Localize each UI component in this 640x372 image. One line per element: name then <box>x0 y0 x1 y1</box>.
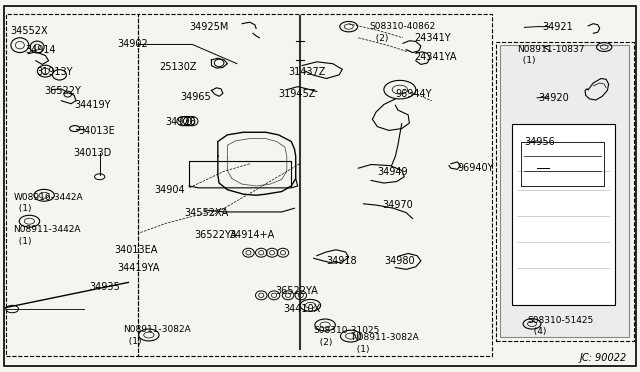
Text: 36522YA: 36522YA <box>194 230 237 240</box>
Bar <box>6 14 138 356</box>
Text: 24341Y: 24341Y <box>415 33 451 44</box>
Text: S08310-40862: S08310-40862 <box>370 22 436 31</box>
Text: 24341YA: 24341YA <box>415 52 457 62</box>
Text: 34419YA: 34419YA <box>118 263 160 273</box>
Text: (2): (2) <box>314 338 332 347</box>
Text: (2): (2) <box>370 34 388 43</box>
Text: JC: 90022: JC: 90022 <box>579 353 627 363</box>
Text: 25130Z: 25130Z <box>159 62 196 72</box>
Text: 34949: 34949 <box>378 167 408 177</box>
Bar <box>138 14 492 356</box>
Text: (1): (1) <box>516 56 535 65</box>
Text: S08310-51425: S08310-51425 <box>527 316 594 325</box>
Text: N08911-3082A: N08911-3082A <box>351 333 419 343</box>
Text: S08310-31025: S08310-31025 <box>314 326 380 335</box>
Text: 34920: 34920 <box>538 93 569 103</box>
Text: 34419Y: 34419Y <box>74 100 111 110</box>
Text: 36522Y: 36522Y <box>44 86 81 96</box>
Text: 34013EA: 34013EA <box>115 245 157 255</box>
Text: 34925M: 34925M <box>189 22 228 32</box>
Text: 34013E: 34013E <box>79 126 115 136</box>
Text: 34926: 34926 <box>166 117 196 127</box>
Text: 34980: 34980 <box>384 256 415 266</box>
Text: 34935: 34935 <box>89 282 120 292</box>
Text: (1): (1) <box>13 205 32 214</box>
Text: 34914: 34914 <box>25 45 56 55</box>
Text: 34013D: 34013D <box>73 148 111 158</box>
Text: (1): (1) <box>124 337 142 346</box>
Text: 34918: 34918 <box>326 256 357 266</box>
Text: 96940Y: 96940Y <box>458 163 494 173</box>
Text: (4): (4) <box>527 327 546 336</box>
Text: N08911-3442A: N08911-3442A <box>13 225 81 234</box>
Text: N08911-10837: N08911-10837 <box>516 45 584 54</box>
Text: 34970: 34970 <box>383 200 413 210</box>
Text: 31913Y: 31913Y <box>36 67 72 77</box>
Text: N08911-3082A: N08911-3082A <box>124 325 191 334</box>
Text: 34904: 34904 <box>154 186 184 195</box>
Text: 31945Z: 31945Z <box>278 89 316 99</box>
Text: 34921: 34921 <box>542 22 573 32</box>
Text: 34552XA: 34552XA <box>184 208 229 218</box>
Text: 34965: 34965 <box>180 92 212 102</box>
Text: 34914+A: 34914+A <box>229 230 275 240</box>
Text: 36522YA: 36522YA <box>275 286 318 295</box>
Text: 31437Z: 31437Z <box>288 67 326 77</box>
Bar <box>511 124 615 305</box>
Text: (1): (1) <box>351 345 369 354</box>
Text: 34552X: 34552X <box>10 26 48 36</box>
Text: 34902: 34902 <box>117 39 148 49</box>
Text: 34956: 34956 <box>524 137 555 147</box>
Bar <box>500 45 629 337</box>
Bar <box>495 42 634 341</box>
Text: W08916-3442A: W08916-3442A <box>13 193 83 202</box>
Text: (1): (1) <box>13 237 32 246</box>
Text: 96944Y: 96944Y <box>396 89 432 99</box>
Text: 34410X: 34410X <box>283 304 320 314</box>
